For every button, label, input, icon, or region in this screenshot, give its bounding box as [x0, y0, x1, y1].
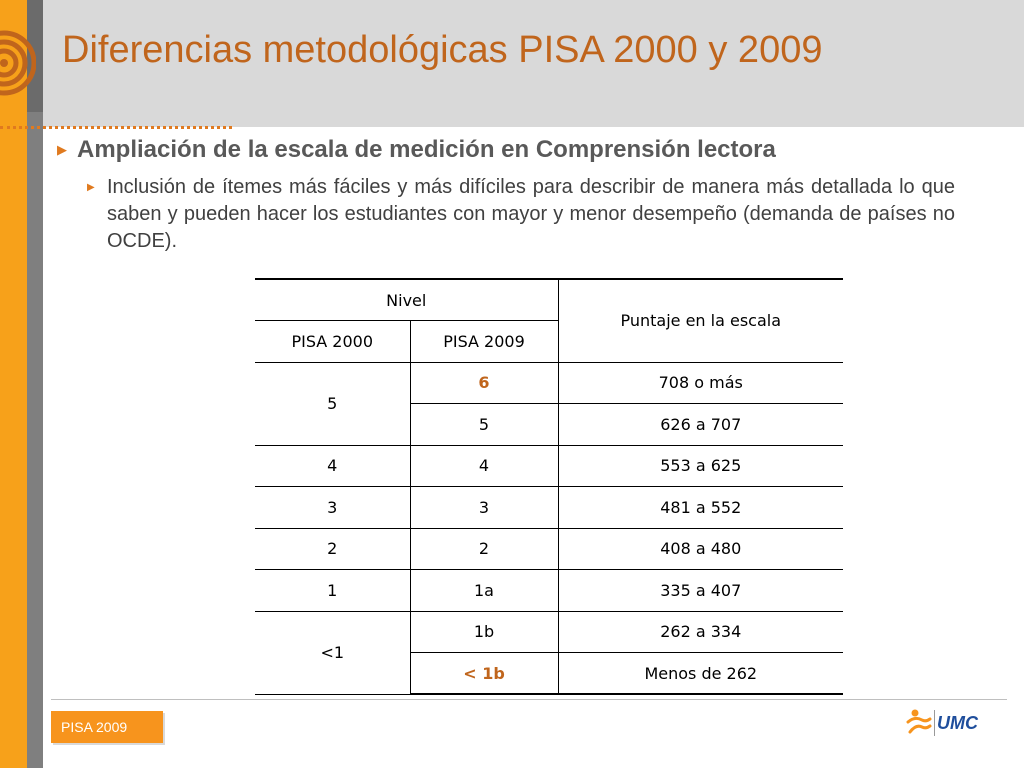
cell-score: 408 a 480 — [558, 528, 843, 570]
umc-logo: UMC — [906, 704, 986, 742]
sub-bullet: ▶ Inclusión de ítemes más fáciles y más … — [87, 174, 955, 255]
header-background — [43, 0, 1024, 127]
bullet-arrow-icon: ▶ — [87, 182, 95, 193]
cell-pisa2009: 5 — [410, 403, 559, 446]
cell-pisa2000: 3 — [255, 486, 411, 529]
table-row: 4 4 553 a 625 — [255, 445, 843, 487]
cell-score: 708 o más — [558, 362, 843, 404]
table-row: 1 1a 335 a 407 — [255, 569, 843, 612]
header-pisa2000: PISA 2000 — [255, 320, 411, 363]
cell-pisa2009: 3 — [410, 486, 559, 529]
header-nivel: Nivel — [255, 278, 559, 321]
header-puntaje: Puntaje en la escala — [558, 278, 843, 363]
cell-score: 553 a 625 — [558, 445, 843, 487]
table-row: 3 3 481 a 552 — [255, 486, 843, 529]
slide-title: Diferencias metodológicas PISA 2000 y 20… — [62, 29, 823, 71]
levels-table: Nivel Puntaje en la escala PISA 2000 PIS… — [255, 278, 843, 695]
cell-score: 481 a 552 — [558, 486, 843, 529]
cell-pisa2009: 2 — [410, 528, 559, 570]
table-row: <1 1b 262 a 334 — [255, 611, 843, 695]
table-row: 2 2 408 a 480 — [255, 528, 843, 570]
cell-pisa2009: 6 — [410, 362, 559, 404]
footer-divider — [51, 699, 1007, 700]
cell-pisa2000: <1 — [255, 611, 411, 695]
table-header-row: PISA 2000 PISA 2009 — [255, 320, 843, 363]
table-row: 5 626 a 707 — [255, 403, 843, 446]
cell-pisa2009: 1b — [410, 611, 559, 653]
table-row: 5 6 708 o más — [255, 362, 843, 446]
left-accent-bar — [0, 0, 27, 768]
cell-pisa2000: 4 — [255, 445, 411, 487]
table-row: < 1b Menos de 262 — [255, 652, 843, 695]
cell-pisa2009: < 1b — [410, 652, 559, 695]
logo-separator — [934, 710, 935, 736]
header-pisa2009: PISA 2009 — [410, 320, 559, 363]
cell-score: 626 a 707 — [558, 403, 843, 446]
cell-pisa2000: 2 — [255, 528, 411, 570]
umc-logo-text: UMC — [937, 712, 978, 733]
sub-bullet-text: Inclusión de ítemes más fáciles y más di… — [107, 176, 955, 252]
cell-score: 262 a 334 — [558, 611, 843, 653]
cell-score: 335 a 407 — [558, 569, 843, 612]
title-dotted-divider — [0, 126, 232, 129]
cell-score: Menos de 262 — [558, 652, 843, 695]
main-bullet: ▶ Ampliación de la escala de medición en… — [57, 135, 977, 165]
cell-pisa2000: 1 — [255, 569, 411, 612]
footer-badge: PISA 2009 — [51, 711, 163, 743]
swirl-logo-icon — [0, 18, 36, 108]
cell-pisa2000: 5 — [255, 362, 411, 446]
left-gray-strip — [27, 0, 43, 768]
main-bullet-text: Ampliación de la escala de medición en C… — [77, 136, 776, 163]
table-header-row: Nivel Puntaje en la escala — [255, 278, 843, 363]
runner-figure-icon — [906, 709, 932, 734]
cell-pisa2009: 4 — [410, 445, 559, 487]
cell-pisa2009: 1a — [410, 569, 559, 612]
bullet-arrow-icon: ▶ — [57, 142, 67, 157]
